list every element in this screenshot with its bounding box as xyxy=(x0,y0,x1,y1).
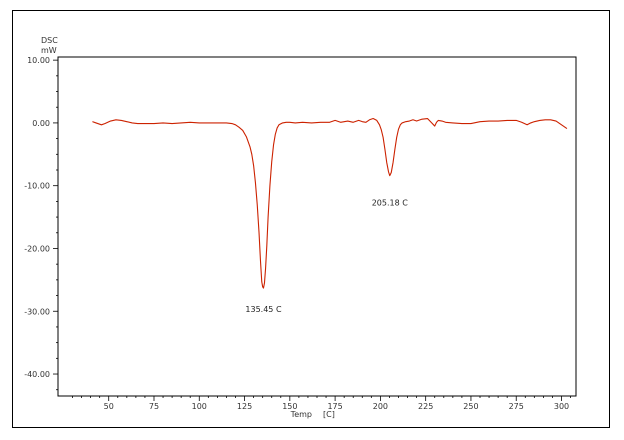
x-tick-label: 225 xyxy=(418,402,433,411)
plot-area-border xyxy=(57,56,577,397)
y-tick-label: -20.00 xyxy=(24,244,50,253)
x-tick-label: 100 xyxy=(192,402,207,411)
x-axis-label: Temp xyxy=(290,410,312,419)
y-tick-label: -10.00 xyxy=(24,182,50,191)
y-tick-label: -30.00 xyxy=(24,307,50,316)
y-tick-label: -40.00 xyxy=(24,370,50,379)
x-tick-label: 250 xyxy=(463,402,478,411)
x-tick-label: 175 xyxy=(327,402,342,411)
peak-label: 135.45 C xyxy=(245,305,282,314)
y-axis-label: DSC xyxy=(41,36,58,45)
y-tick-label: 0.00 xyxy=(32,119,50,128)
x-tick-label: 200 xyxy=(373,402,388,411)
x-tick-label: 75 xyxy=(149,402,159,411)
x-tick-label: 300 xyxy=(554,402,569,411)
x-tick-label: 125 xyxy=(237,402,252,411)
x-tick-label: 50 xyxy=(104,402,114,411)
y-tick-label: 10.00 xyxy=(27,56,50,65)
x-tick-label: 275 xyxy=(509,402,524,411)
x-tick-label: 150 xyxy=(282,402,297,411)
dsc-curve xyxy=(92,117,568,289)
axes-group: DSC mW Temp [C] 10.00 0.00 -10.00 -20.00 -30… xyxy=(24,36,577,419)
peak-label: 205.18 C xyxy=(372,199,409,208)
y-axis-unit: mW xyxy=(41,46,57,55)
x-axis-unit: [C] xyxy=(323,410,335,419)
chart-frame xyxy=(12,10,610,428)
